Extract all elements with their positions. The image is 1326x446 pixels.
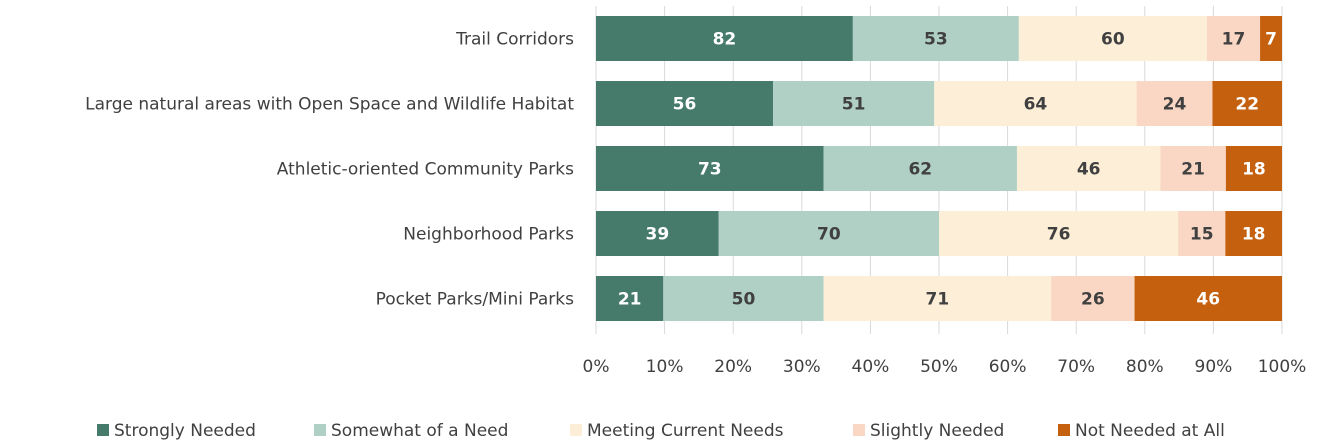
bar-segment-slightly-needed — [1051, 276, 1135, 321]
data-label: 18 — [1242, 160, 1266, 180]
x-tick-label: 60% — [989, 357, 1027, 377]
legend-swatch-meeting-current-needs — [570, 424, 582, 436]
bar-segment-strongly-needed — [596, 81, 774, 126]
category-label: Large natural areas with Open Space and … — [85, 95, 574, 115]
data-label: 76 — [1047, 225, 1071, 245]
x-tick-label: 30% — [783, 357, 821, 377]
data-label: 70 — [817, 225, 841, 245]
data-label: 15 — [1190, 225, 1214, 245]
bar-segment-somewhat-of-a-need — [823, 146, 1017, 191]
x-tick-label: 80% — [1126, 357, 1164, 377]
bar-segment-slightly-needed — [1178, 211, 1226, 256]
data-label: 82 — [713, 30, 737, 50]
x-tick-label: 20% — [714, 357, 752, 377]
legend-swatch-not-needed-at-all — [1058, 424, 1070, 436]
bar-segment-strongly-needed — [596, 16, 853, 61]
data-label: 21 — [618, 290, 642, 310]
data-label: 60 — [1101, 30, 1125, 50]
category-label: Athletic-oriented Community Parks — [277, 160, 574, 180]
data-label: 39 — [646, 225, 670, 245]
bar-segment-not-needed-at-all — [1134, 276, 1282, 321]
bar-segment-not-needed-at-all — [1225, 146, 1282, 191]
data-label: 50 — [732, 290, 756, 310]
bar-segment-somewhat-of-a-need — [852, 16, 1019, 61]
x-tick-label: 70% — [1057, 357, 1095, 377]
data-label: 7 — [1265, 30, 1277, 50]
x-tick-label: 90% — [1195, 357, 1233, 377]
bar-segment-meeting-current-needs — [823, 276, 1052, 321]
bar-segment-strongly-needed — [596, 146, 824, 191]
bar-segment-meeting-current-needs — [1016, 146, 1161, 191]
data-label: 51 — [842, 95, 866, 115]
data-label: 71 — [926, 290, 950, 310]
data-label: 26 — [1081, 290, 1105, 310]
bar-segment-meeting-current-needs — [1018, 16, 1207, 61]
legend: Strongly Needed Somewhat of a Need Meeting… — [97, 421, 1225, 441]
bar-segment-somewhat-of-a-need — [773, 81, 935, 126]
data-label: 24 — [1163, 95, 1187, 115]
category-labels: Trail Corridors Large natural areas with … — [85, 30, 574, 310]
bar-segment-slightly-needed — [1160, 146, 1226, 191]
legend-label: Slightly Needed — [870, 421, 1004, 441]
data-label: 64 — [1024, 95, 1048, 115]
data-label: 18 — [1242, 225, 1266, 245]
bar-segment-somewhat-of-a-need — [663, 276, 824, 321]
x-tick-label: 50% — [920, 357, 958, 377]
category-label: Trail Corridors — [455, 30, 574, 50]
legend-label: Somewhat of a Need — [331, 421, 508, 441]
x-axis-tick-labels: 0% 10% 20% 30% 40% 50% 60% 70% 80% 90% 100% — [583, 357, 1307, 377]
data-label: 56 — [673, 95, 697, 115]
x-tick-label: 100% — [1258, 357, 1307, 377]
bar-segment-strongly-needed — [596, 276, 664, 321]
category-label: Pocket Parks/Mini Parks — [376, 290, 575, 310]
data-label: 62 — [908, 160, 932, 180]
category-label: Neighborhood Parks — [403, 225, 574, 245]
bars: 82 53 60 17 7 56 51 64 24 22 73 62 46 21 18 39 70 76 15 18 2… — [596, 16, 1282, 321]
legend-label: Strongly Needed — [114, 421, 256, 441]
data-label: 53 — [924, 30, 948, 50]
data-label: 46 — [1196, 290, 1220, 310]
bar-segment-slightly-needed — [1136, 81, 1213, 126]
bar-segment-meeting-current-needs — [939, 211, 1179, 256]
bar-segment-somewhat-of-a-need — [718, 211, 939, 256]
x-tick-label: 10% — [646, 357, 684, 377]
bar-segment-not-needed-at-all — [1260, 16, 1282, 61]
x-tick-label: 0% — [583, 357, 610, 377]
data-label: 46 — [1077, 160, 1101, 180]
legend-label: Not Needed at All — [1075, 421, 1225, 441]
legend-swatch-slightly-needed — [853, 424, 865, 436]
bar-segment-slightly-needed — [1206, 16, 1261, 61]
legend-swatch-somewhat-of-a-need — [314, 424, 326, 436]
legend-swatch-strongly-needed — [97, 424, 109, 436]
bar-segment-meeting-current-needs — [934, 81, 1137, 126]
data-label: 21 — [1181, 160, 1205, 180]
bar-segment-not-needed-at-all — [1212, 81, 1282, 126]
data-label: 73 — [698, 160, 722, 180]
legend-label: Meeting Current Needs — [587, 421, 784, 441]
bar-segment-not-needed-at-all — [1225, 211, 1282, 256]
x-tick-label: 40% — [852, 357, 890, 377]
data-label: 22 — [1235, 95, 1259, 115]
bar-segment-strongly-needed — [596, 211, 719, 256]
data-label: 17 — [1222, 30, 1246, 50]
